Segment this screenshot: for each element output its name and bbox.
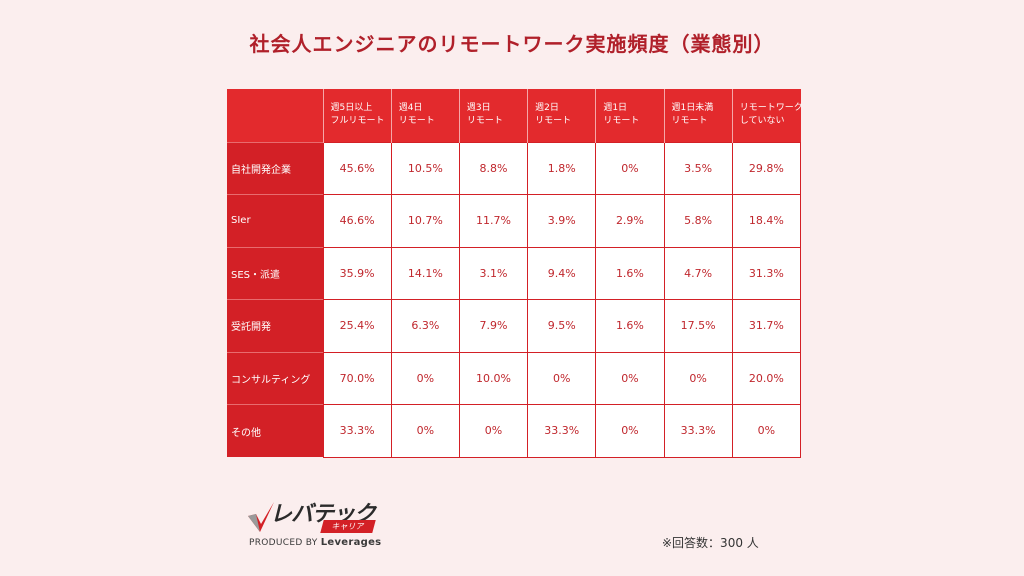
column-header-0: 週5日以上フルリモート	[322, 89, 392, 142]
table-cell: 3.9%	[527, 194, 597, 248]
table-cell: 14.1%	[390, 246, 460, 300]
table-cell: 5.8%	[663, 194, 733, 248]
table-cell: 9.4%	[527, 246, 597, 300]
column-header-6: リモートワーク していない	[731, 89, 803, 142]
row-header: 受託開発	[227, 299, 323, 352]
table-cell: 31.7%	[731, 299, 802, 353]
leverages-logo	[248, 498, 388, 548]
column-header-line: リモート	[466, 116, 503, 127]
table-cell: 0%	[595, 404, 665, 458]
column-header-line: していない	[739, 116, 785, 127]
table-cell: 11.7%	[458, 194, 529, 248]
table-cell: 8.8%	[458, 141, 529, 195]
row-header: 自社開発企業	[227, 141, 323, 195]
column-header-2: 週3日リモート	[458, 89, 528, 142]
produced-by-label: PRODUCED BY	[249, 538, 318, 548]
row-header: SES・派遣	[227, 246, 323, 300]
remote-work-table: 週5日以上 フルリモート 週4日 リモート 週3日 リモート 週2日 リモート 週1日 リモート週…	[227, 89, 803, 458]
table-cell: 1.6%	[595, 246, 665, 300]
column-header-1: 週4日リモート	[390, 89, 460, 142]
logo-tag: キャリア	[320, 520, 376, 533]
column-header-line: 週4日	[398, 103, 423, 114]
table-cell: 31.3%	[731, 246, 802, 300]
table-cell: 46.6%	[322, 194, 392, 248]
column-header-line: リモートワーク	[739, 103, 803, 114]
table-row: SIer 46.6% 10.7% 11.7% 3.9% 2.9% 5.8% 18.4%	[227, 194, 802, 248]
column-header-line: 週2日	[535, 103, 559, 114]
column-header-5: 週1日未満リモート	[663, 89, 733, 142]
table-cell: 25.4%	[322, 299, 392, 353]
table-cell: 0%	[458, 404, 529, 458]
table-cell: 70.0%	[322, 351, 392, 405]
table-cell: 3.5%	[663, 141, 733, 195]
table-cell: 29.8%	[731, 141, 802, 195]
respondent-note: ※回答数：300 人	[662, 536, 759, 550]
table-cell: 9.5%	[527, 299, 597, 353]
chart-title: 社会人エンジニアのリモートワーク実施頻度（業態別）	[249, 32, 775, 56]
table-cell: 10.0%	[458, 351, 529, 405]
row-header: SIer	[227, 194, 323, 247]
column-header-line: リモート	[398, 116, 435, 127]
column-header-3: 週2日リモート	[527, 89, 596, 142]
brand-label: Leverages	[320, 537, 382, 548]
column-header-line: 週3日	[466, 103, 491, 114]
table-cell: 3.1%	[458, 246, 529, 300]
column-header-line: フルリモート	[330, 116, 385, 127]
column-header-line: 週1日未満	[671, 103, 714, 114]
table-cell: 2.9%	[595, 194, 665, 248]
column-header-line: リモート	[535, 116, 572, 127]
table-header-row: 週5日以上 フルリモート 週4日 リモート 週3日 リモート 週2日 リモート 週1日 リモート週…	[227, 89, 803, 142]
column-header-line: 週5日以上	[330, 103, 373, 114]
column-header-line: リモート	[671, 116, 708, 127]
table-cell: 0%	[595, 351, 665, 405]
table-row: SES・派遣 35.9% 14.1% 3.1% 9.4% 1.6% 4.7% 31.3%	[227, 246, 802, 300]
table-cell: 17.5%	[663, 299, 733, 353]
column-header-4: 週1日リモート	[595, 89, 665, 142]
table-cell: 45.6%	[322, 141, 392, 195]
table-cell: 1.6%	[595, 299, 665, 353]
table-cell: 33.3%	[527, 404, 597, 458]
table-cell: 0%	[663, 351, 733, 405]
table-cell: 35.9%	[322, 246, 392, 300]
column-header-line: 週1日	[603, 103, 628, 114]
table-cell: 10.5%	[390, 141, 460, 195]
table-cell: 0%	[595, 141, 665, 195]
table-cell: 33.3%	[322, 404, 392, 458]
table-cell: 0%	[390, 404, 460, 458]
table-cell: 33.3%	[663, 404, 733, 458]
table-cell: 1.8%	[527, 141, 597, 195]
table-cell: 6.3%	[390, 299, 460, 353]
column-header-line: リモート	[603, 116, 640, 127]
table-row: 受託開発 25.4% 6.3% 7.9% 9.5% 1.6% 17.5% 31.7%	[227, 299, 802, 353]
table-cell: 20.0%	[731, 351, 802, 405]
table-cell: 7.9%	[458, 299, 529, 353]
checkmark-icon	[248, 502, 274, 532]
table-row: コンサルティング 70.0% 0% 10.0% 0% 0% 0% 20.0%	[227, 351, 802, 405]
table-cell: 0%	[390, 351, 460, 405]
row-header: その他	[227, 404, 323, 457]
table-cell: 0%	[731, 404, 802, 458]
table-cell: 4.7%	[663, 246, 733, 300]
table-cell: 0%	[527, 351, 597, 405]
table-corner	[227, 89, 323, 142]
table-row: その他 33.3% 0% 0% 33.3% 0% 33.3% 0%	[227, 404, 802, 458]
table-body: 自社開発企業 45.6% 10.5% 8.8% 1.8% 0% 3.5% 29.8% SIer 4…	[227, 141, 802, 458]
row-header: コンサルティング	[227, 351, 323, 405]
table-row: 自社開発企業 45.6% 10.5% 8.8% 1.8% 0% 3.5% 29.8%	[227, 141, 802, 195]
table-cell: 18.4%	[731, 194, 802, 248]
table-cell: 10.7%	[390, 194, 460, 248]
logo-produced-by: PRODUCED BY Leverages	[249, 537, 381, 548]
